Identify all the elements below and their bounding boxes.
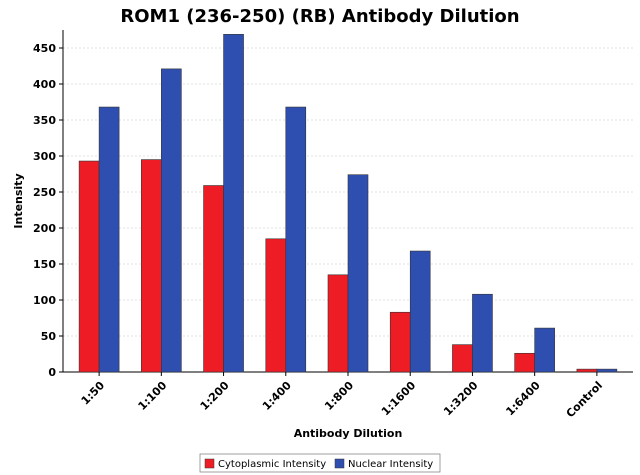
bar-cytoplasmic-1	[141, 159, 162, 373]
y-tick-label: 200	[33, 222, 56, 235]
x-tick-label: 1:1600	[379, 379, 419, 419]
y-tick-label: 100	[33, 294, 56, 307]
x-axis-label: Antibody Dilution	[294, 427, 403, 440]
x-tick-label: Control	[564, 379, 605, 420]
y-tick-label: 400	[33, 78, 56, 91]
bar-nuclear-7	[534, 327, 555, 373]
bar-nuclear-8	[596, 368, 618, 373]
bar-nuclear-5	[409, 250, 431, 373]
bar-cytoplasmic-2	[203, 185, 224, 373]
chart-title: ROM1 (236-250) (RB) Antibody Dilution	[120, 6, 519, 27]
x-tick-label: 1:200	[198, 379, 232, 413]
bar-nuclear-6	[472, 293, 493, 373]
bar-cytoplasmic-7	[514, 352, 535, 373]
bar-nuclear-0	[98, 106, 120, 373]
y-tick-label: 450	[33, 42, 56, 55]
legend: Cytoplasmic Intensity Nuclear Intensity	[199, 453, 441, 473]
y-tick-label: 150	[33, 258, 56, 271]
legend-swatch	[204, 458, 215, 469]
bar-cytoplasmic-5	[389, 311, 411, 373]
bar-nuclear-1	[161, 68, 182, 373]
bar-cytoplasmic-0	[78, 160, 100, 373]
x-tick-label: 1:800	[322, 379, 356, 413]
y-tick-label: 250	[33, 186, 56, 199]
x-axis-ticks: 1:50 1:100 1:200 1:400 1:800 1:1600 1:3200 1:64…	[79, 372, 605, 420]
x-tick-label: 1:400	[260, 379, 294, 413]
y-tick-label: 50	[41, 330, 57, 343]
bars	[78, 34, 618, 373]
legend-item-label: Nuclear Intensity	[348, 459, 433, 470]
bar-cytoplasmic-4	[327, 274, 349, 373]
bar-nuclear-2	[223, 34, 244, 373]
bar-nuclear-4	[347, 174, 369, 373]
legend-box	[199, 453, 441, 473]
x-tick-label: 1:3200	[441, 379, 481, 419]
bar-cytoplasmic-6	[452, 344, 473, 373]
y-tick-label: 300	[33, 150, 56, 163]
legend-item-label: Cytoplasmic Intensity	[218, 459, 326, 470]
y-tick-label: 0	[48, 366, 56, 379]
x-tick-label: 1:50	[79, 379, 108, 408]
x-tick-label: 1:6400	[503, 379, 543, 419]
x-tick-label: 1:100	[136, 379, 170, 413]
bar-cytoplasmic-8	[576, 368, 598, 373]
bar-nuclear-3	[285, 106, 307, 373]
y-tick-label: 350	[33, 114, 56, 127]
y-axis-label: Intensity	[12, 173, 25, 228]
y-axis-ticks: 0 50 100 150 200 250 300 350 400 450	[33, 42, 63, 379]
bar-cytoplasmic-3	[265, 238, 287, 373]
legend-swatch	[334, 458, 345, 469]
